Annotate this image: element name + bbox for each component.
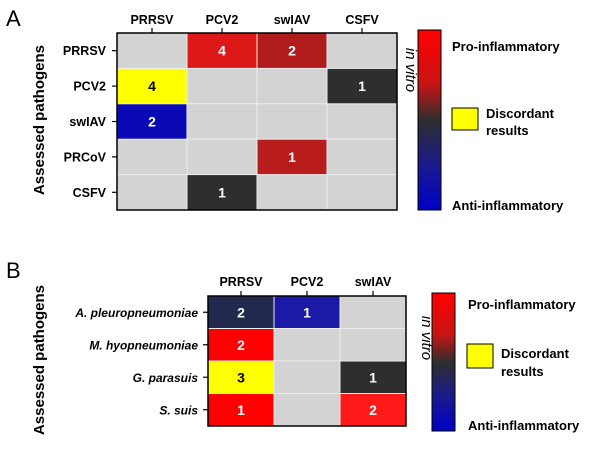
p1-empty-cell [116,138,188,176]
p2-discordant-label-1: Discordant [501,346,570,361]
p2-cell-value: 2 [237,337,245,353]
p1-cell-prrsv-swiav [256,32,328,69]
p2-cell-value: 3 [237,369,245,385]
p1-row-label: PRCoV [64,150,107,164]
p1-colorbar [417,29,442,211]
p1-cell-value: 2 [288,43,296,59]
p1-empty-cell [256,103,328,140]
p1-empty-cell [326,103,398,140]
p2-cell-value: 1 [369,369,377,385]
p1-row-label: PRRSV [63,44,107,58]
p1-discordant-label-2: results [486,123,529,138]
p1-row-label: CSFV [73,186,107,200]
p2-side-label: in vitro [418,316,435,360]
p1-cell-swiav-prrsv [116,103,188,140]
p2-empty-cell [339,328,407,362]
p1-discordant-swatch [451,107,479,131]
p2-cell-g-parasuis-swiav [339,360,407,394]
p2-legend-bottom: Anti-inflammatory [468,418,580,433]
p1-empty-cell [326,32,398,69]
p1-cell-pcv2-prrsv [116,67,188,105]
p1-panel-label: A [6,6,21,31]
p2-col-label: PRRSV [219,275,263,289]
p1-empty-cell [326,174,398,211]
p2-col-label: PCV2 [291,275,324,289]
p1-cell-value: 4 [218,43,226,59]
p2-ylabel: Assessed pathogens [31,285,48,435]
p1-col-label: CSFV [345,13,379,27]
p1-cell-value: 1 [358,78,366,94]
p1-cell-value: 1 [218,184,226,200]
p2-legend-top: Pro-inflammatory [468,297,576,312]
p1-col-label: swIAV [274,13,311,27]
p2-row-label: A. pleuropneumoniae [74,306,198,320]
p1-empty-cell [186,103,258,140]
p2-cell-value: 2 [237,304,245,320]
p1-empty-cell [326,138,398,176]
p1-cell-prrsv-pcv2 [186,32,258,69]
p2-cell-value: 1 [303,304,311,320]
p1-cell-value: 2 [148,114,156,130]
p1-cell-value: 1 [288,149,296,165]
p1-empty-cell [186,67,258,105]
p1-empty-cell [256,174,328,211]
p2-empty-cell [273,360,341,394]
p1-col-label: PCV2 [206,13,239,27]
p1-col-label: PRRSV [130,13,174,27]
p1-cell-prcov-swiav [256,138,328,176]
p1-side-label: in vitro [402,48,419,92]
p2-row-label: G. parasuis [133,371,199,385]
p2-empty-cell [273,393,341,427]
p1-row-label: PCV2 [73,80,106,94]
p1-legend-bottom: Anti-inflammatory [452,198,564,213]
p2-cell-value: 1 [237,402,245,418]
p2-empty-cell [273,328,341,362]
p2-discordant-swatch [466,343,494,369]
p2-panel-label: B [6,258,21,283]
p1-empty-cell [116,174,188,211]
p1-cell-csfv-pcv2 [186,174,258,211]
p2-col-label: swIAV [355,275,392,289]
p1-empty-cell [256,67,328,105]
p2-discordant-label-2: results [501,364,544,379]
p2-row-label: S. suis [159,403,198,417]
p1-discordant-label-1: Discordant [486,106,555,121]
p2-cell-g-parasuis-prrsv [207,360,275,394]
p1-row-label: swIAV [69,115,106,129]
p1-legend-top: Pro-inflammatory [452,39,560,54]
p1-empty-cell [116,32,188,69]
p2-colorbar [431,292,456,432]
p2-cell-value: 2 [369,402,377,418]
p2-cell-s-suis-prrsv [207,393,275,427]
p2-cell-m-hyopneumoniae-prrsv [207,328,275,362]
p2-empty-cell [339,295,407,329]
p1-empty-cell [186,138,258,176]
p1-cell-value: 4 [148,78,156,94]
p2-row-label: M. hyopneumoniae [89,338,198,352]
p1-ylabel: Assessed pathogens [31,45,48,195]
